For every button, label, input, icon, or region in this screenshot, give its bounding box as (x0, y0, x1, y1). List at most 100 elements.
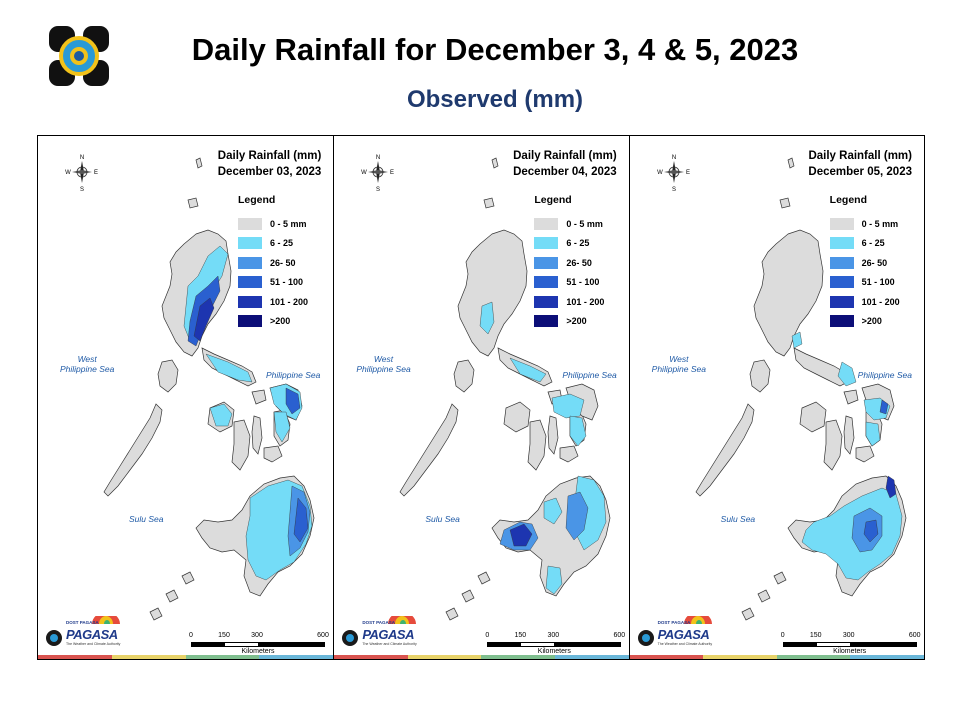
map-panels: N S W E Daily Rainfall (mm) December 03,… (37, 135, 925, 660)
island-babuyan (779, 197, 791, 209)
legend-item: 26- 50 (829, 253, 900, 273)
philippines-rainfall-map (695, 157, 907, 621)
scale-tick: 0 (780, 632, 785, 639)
island-bohol (559, 445, 579, 463)
panel-date: December 04, 2023 (513, 166, 617, 178)
island-panay (503, 401, 531, 433)
compass-e: E (686, 170, 690, 176)
rainfall-area-8 (885, 475, 896, 499)
legend-item: 26- 50 (534, 253, 604, 273)
rainfall-area-4 (865, 421, 880, 447)
scale-tick: 150 (809, 632, 822, 639)
island-negros (527, 419, 547, 471)
rainfall-area-0 (480, 301, 495, 335)
north-arrow-compass-icon: N S W E (361, 155, 394, 192)
rainfall-area-3 (879, 399, 888, 415)
rainfall-area-2 (552, 393, 585, 419)
legend: Legend 0 - 5 mm 6 - 25 26- 50 51 - 100 101 -… (534, 194, 604, 331)
pagasa-brand-text: DOST PAGASA (362, 620, 395, 625)
legend-swatch (534, 276, 559, 289)
legend-title: Legend (238, 194, 276, 206)
panel-map-title: Daily Rainfall (mm) (513, 150, 617, 162)
island-sulu2 (165, 589, 179, 603)
rainfall-area-7 (863, 519, 878, 543)
island-panay (799, 401, 827, 433)
legend-label: 101 - 200 (270, 296, 309, 307)
legend-swatch (829, 276, 854, 289)
legend: Legend 0 - 5 mm 6 - 25 26- 50 51 - 100 101 -… (238, 194, 308, 331)
rainfall-area-6 (273, 411, 291, 443)
legend-item: 0 - 5 mm (238, 214, 308, 234)
scale-unit: Kilometers (833, 648, 867, 655)
island-cebu (843, 415, 855, 455)
sea-label-west-philippine: West Philippine Sea (356, 354, 411, 374)
bottom-color-bar (334, 655, 629, 659)
island-luzon (753, 229, 824, 357)
rainfall-area-0 (791, 331, 802, 349)
rainfall-area-2 (193, 297, 215, 342)
legend-swatch (534, 217, 559, 230)
scale-tick: 600 (317, 632, 329, 639)
scale-bar: 0 150 300 600 Kilometers (780, 632, 921, 659)
legend-swatch (238, 276, 262, 289)
island-palawan (399, 403, 459, 497)
pagasa-brand-text: DOST PAGASA (657, 620, 691, 625)
scale-unit: Kilometers (537, 648, 571, 655)
island-palawan (103, 403, 163, 497)
island-sulu3 (741, 607, 755, 621)
island-sulu3 (149, 607, 163, 621)
legend-swatch (534, 295, 559, 308)
legend-label: 26- 50 (270, 257, 296, 268)
island-babuyan (187, 197, 199, 209)
island-bohol (263, 445, 283, 463)
rainfall-area-1 (837, 361, 856, 387)
sea-label-sulu: Sulu Sea (720, 514, 756, 524)
legend: Legend 0 - 5 mm 6 - 25 26- 50 51 - 100 101 -… (829, 194, 900, 331)
scale-tick: 300 (547, 632, 560, 639)
panel-map-title: Daily Rainfall (mm) (217, 150, 322, 162)
main-title: Daily Rainfall for December 3, 4 & 5, 20… (191, 32, 799, 67)
pagasa-tagline: The Weather and Climate Authority (362, 642, 417, 646)
philippines-rainfall-map (399, 157, 611, 621)
sea-label-philippine: Philippine Sea (266, 370, 321, 380)
legend-label: 26- 50 (861, 257, 888, 268)
sea-label-west-philippine: West Philippine Sea (651, 354, 707, 374)
north-arrow-compass-icon: N S W E (657, 155, 690, 192)
legend-item: 51 - 100 (238, 273, 308, 293)
legend-label: 0 - 5 mm (270, 218, 307, 229)
scale-tick: 300 (842, 632, 855, 639)
legend-label: 51 - 100 (861, 277, 895, 288)
island-babuyan (483, 197, 495, 209)
scale-unit: Kilometers (241, 648, 275, 655)
rainfall-area-5 (801, 487, 902, 581)
legend-label: 51 - 100 (270, 277, 304, 288)
legend-item: >200 (534, 312, 604, 332)
legend-swatch (829, 315, 854, 328)
pagasa-logo-text: PAGASA (66, 627, 118, 642)
panel-title: Daily Rainfall (mm) December 03, 2023 (218, 148, 322, 180)
rainfall-area-3 (205, 353, 253, 383)
island-luzon (457, 229, 528, 357)
legend-swatch (238, 295, 262, 308)
compass-s: S (376, 187, 380, 192)
legend-label: >200 (566, 316, 587, 327)
legend-swatch (829, 217, 854, 230)
legend-item: 6 - 25 (534, 234, 604, 254)
pagasa-tagline: The Weather and Climate Authority (66, 642, 121, 646)
legend-label: >200 (861, 316, 882, 327)
compass-w: W (361, 170, 367, 176)
legend-label: 101 - 200 (566, 296, 605, 307)
legend-title: Legend (534, 194, 572, 206)
island-sulu2 (757, 589, 771, 603)
legend-label: 26- 50 (566, 257, 592, 268)
legend-item: >200 (238, 312, 308, 332)
rainfall-area-8 (544, 497, 563, 525)
legend-label: 6 - 25 (861, 238, 885, 249)
legend-item: 101 - 200 (238, 292, 308, 312)
sea-label-sulu: Sulu Sea (129, 514, 164, 524)
pagasa-logo-text: PAGASA (362, 627, 414, 642)
legend-swatch (534, 256, 559, 269)
legend-swatch (238, 217, 262, 230)
scale-tick: 0 (189, 632, 193, 639)
scale-tick: 600 (908, 632, 921, 639)
